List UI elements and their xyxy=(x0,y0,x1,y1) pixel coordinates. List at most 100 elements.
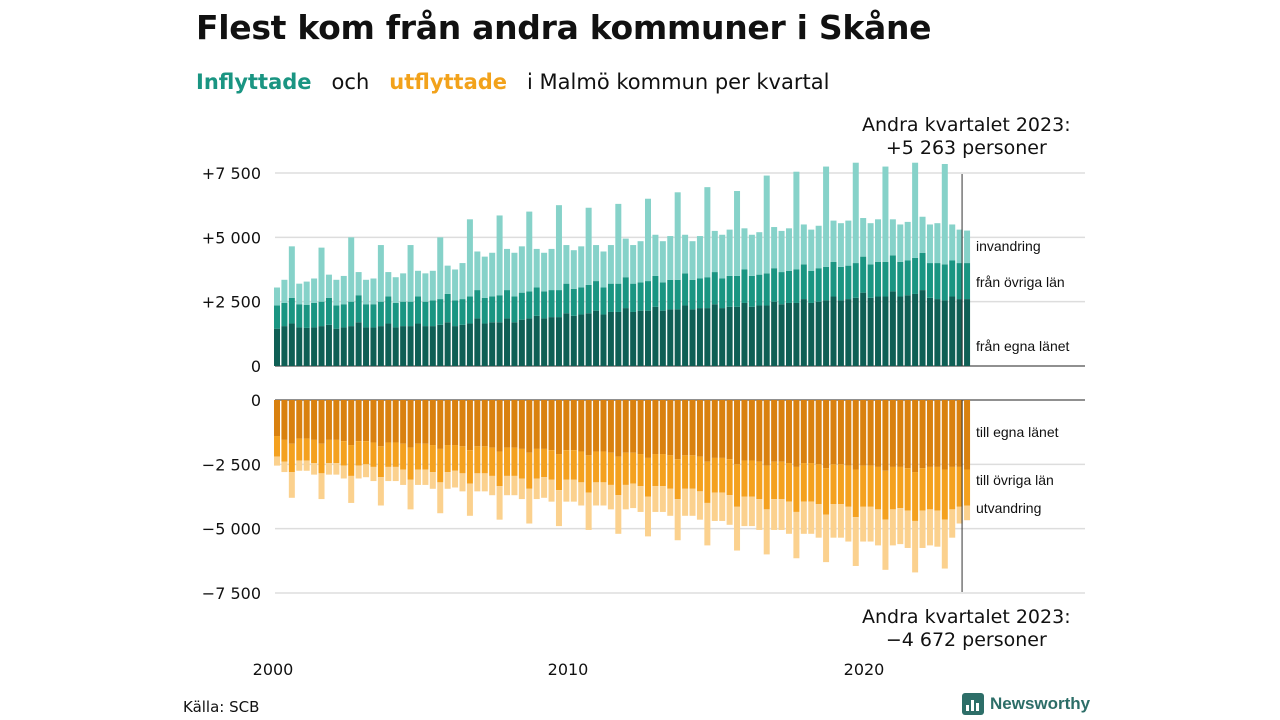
bar-out xyxy=(741,460,748,497)
bar-in xyxy=(912,257,919,294)
bar-out xyxy=(333,400,340,440)
bar-in xyxy=(748,234,755,276)
bar-out xyxy=(444,400,451,446)
bar-out xyxy=(340,441,347,466)
bar-out xyxy=(585,400,592,456)
bar-out xyxy=(318,473,325,500)
bar-in xyxy=(756,305,763,366)
bar-in xyxy=(541,252,548,292)
bar-in xyxy=(303,327,310,366)
bar-out xyxy=(964,505,971,521)
bar-in xyxy=(288,297,295,324)
bar-in xyxy=(489,296,496,323)
bar-out xyxy=(860,506,867,542)
bar-out xyxy=(414,469,421,485)
bar-in xyxy=(674,309,681,366)
bar-out xyxy=(800,400,807,464)
bar-out xyxy=(400,443,407,470)
bar-in xyxy=(377,245,384,302)
bar-in xyxy=(481,323,488,366)
bar-in xyxy=(563,245,570,284)
bar-out xyxy=(830,464,837,505)
bar-out xyxy=(778,499,785,530)
bar-out xyxy=(570,479,577,502)
bar-out xyxy=(949,400,956,467)
bar-in xyxy=(823,266,830,301)
bar-out xyxy=(704,461,711,503)
bar-in xyxy=(622,308,629,366)
bar-in xyxy=(348,326,355,366)
bar-out xyxy=(756,461,763,500)
bar-out xyxy=(400,469,407,485)
bar-out xyxy=(496,451,503,487)
bar-out xyxy=(674,499,681,541)
bar-in xyxy=(852,162,859,264)
bar-in xyxy=(355,272,362,296)
bar-out xyxy=(392,400,399,443)
bar-in xyxy=(533,287,540,316)
bar-out xyxy=(949,466,956,510)
bar-out xyxy=(808,400,815,464)
bar-in xyxy=(422,301,429,327)
bar-in xyxy=(474,251,481,291)
bar-in xyxy=(274,328,280,366)
bar-out xyxy=(793,466,800,512)
bar-out xyxy=(800,463,807,502)
bar-in xyxy=(956,299,963,366)
bar-out xyxy=(385,400,392,443)
bar-in xyxy=(696,308,703,366)
bar-out xyxy=(311,439,318,464)
bar-out xyxy=(377,477,384,506)
bar-in xyxy=(363,304,370,328)
bar-out xyxy=(949,509,956,538)
bar-out xyxy=(830,400,837,465)
note-bottom-line2: −4 672 personer xyxy=(885,629,1047,651)
bar-out xyxy=(674,459,681,500)
bar-in xyxy=(607,311,614,366)
bar-out xyxy=(637,486,644,512)
bar-out xyxy=(496,400,503,452)
bar-in xyxy=(578,287,585,315)
bar-out xyxy=(882,400,889,471)
bar-in xyxy=(429,270,436,301)
bar-in xyxy=(303,281,310,305)
bar-in xyxy=(919,252,926,291)
bar-out xyxy=(837,400,844,465)
bar-in xyxy=(785,228,792,271)
y-tick-label-in: +5 000 xyxy=(202,228,261,247)
bar-out xyxy=(741,400,748,461)
bar-in xyxy=(407,245,414,302)
bar-out xyxy=(370,466,377,482)
bar-in xyxy=(837,300,844,366)
bar-out xyxy=(652,486,659,512)
bar-in xyxy=(949,224,956,261)
bar-out xyxy=(407,479,414,510)
bar-out xyxy=(630,483,637,509)
bar-in xyxy=(377,326,384,366)
bar-out xyxy=(756,499,763,530)
bar-in xyxy=(407,301,414,327)
bar-out xyxy=(311,400,318,440)
bar-out xyxy=(630,452,637,484)
bar-out xyxy=(785,501,792,534)
bar-out xyxy=(875,466,882,510)
bar-out xyxy=(348,400,355,446)
bar-in xyxy=(400,301,407,327)
bar-out xyxy=(956,466,963,507)
bar-out xyxy=(882,519,889,570)
bar-in xyxy=(615,203,622,284)
bar-in xyxy=(912,162,919,258)
bar-in xyxy=(570,315,577,366)
bar-out xyxy=(875,400,882,467)
bar-in xyxy=(875,261,882,297)
bar-out xyxy=(845,400,852,466)
bar-out xyxy=(444,472,451,489)
bar-in xyxy=(904,221,911,261)
bar-in xyxy=(785,302,792,366)
bar-out xyxy=(414,443,421,470)
bar-out xyxy=(815,400,822,465)
bar-out xyxy=(711,457,718,493)
bar-in xyxy=(645,310,651,366)
bar-out xyxy=(867,506,874,542)
bar-in xyxy=(637,282,644,311)
